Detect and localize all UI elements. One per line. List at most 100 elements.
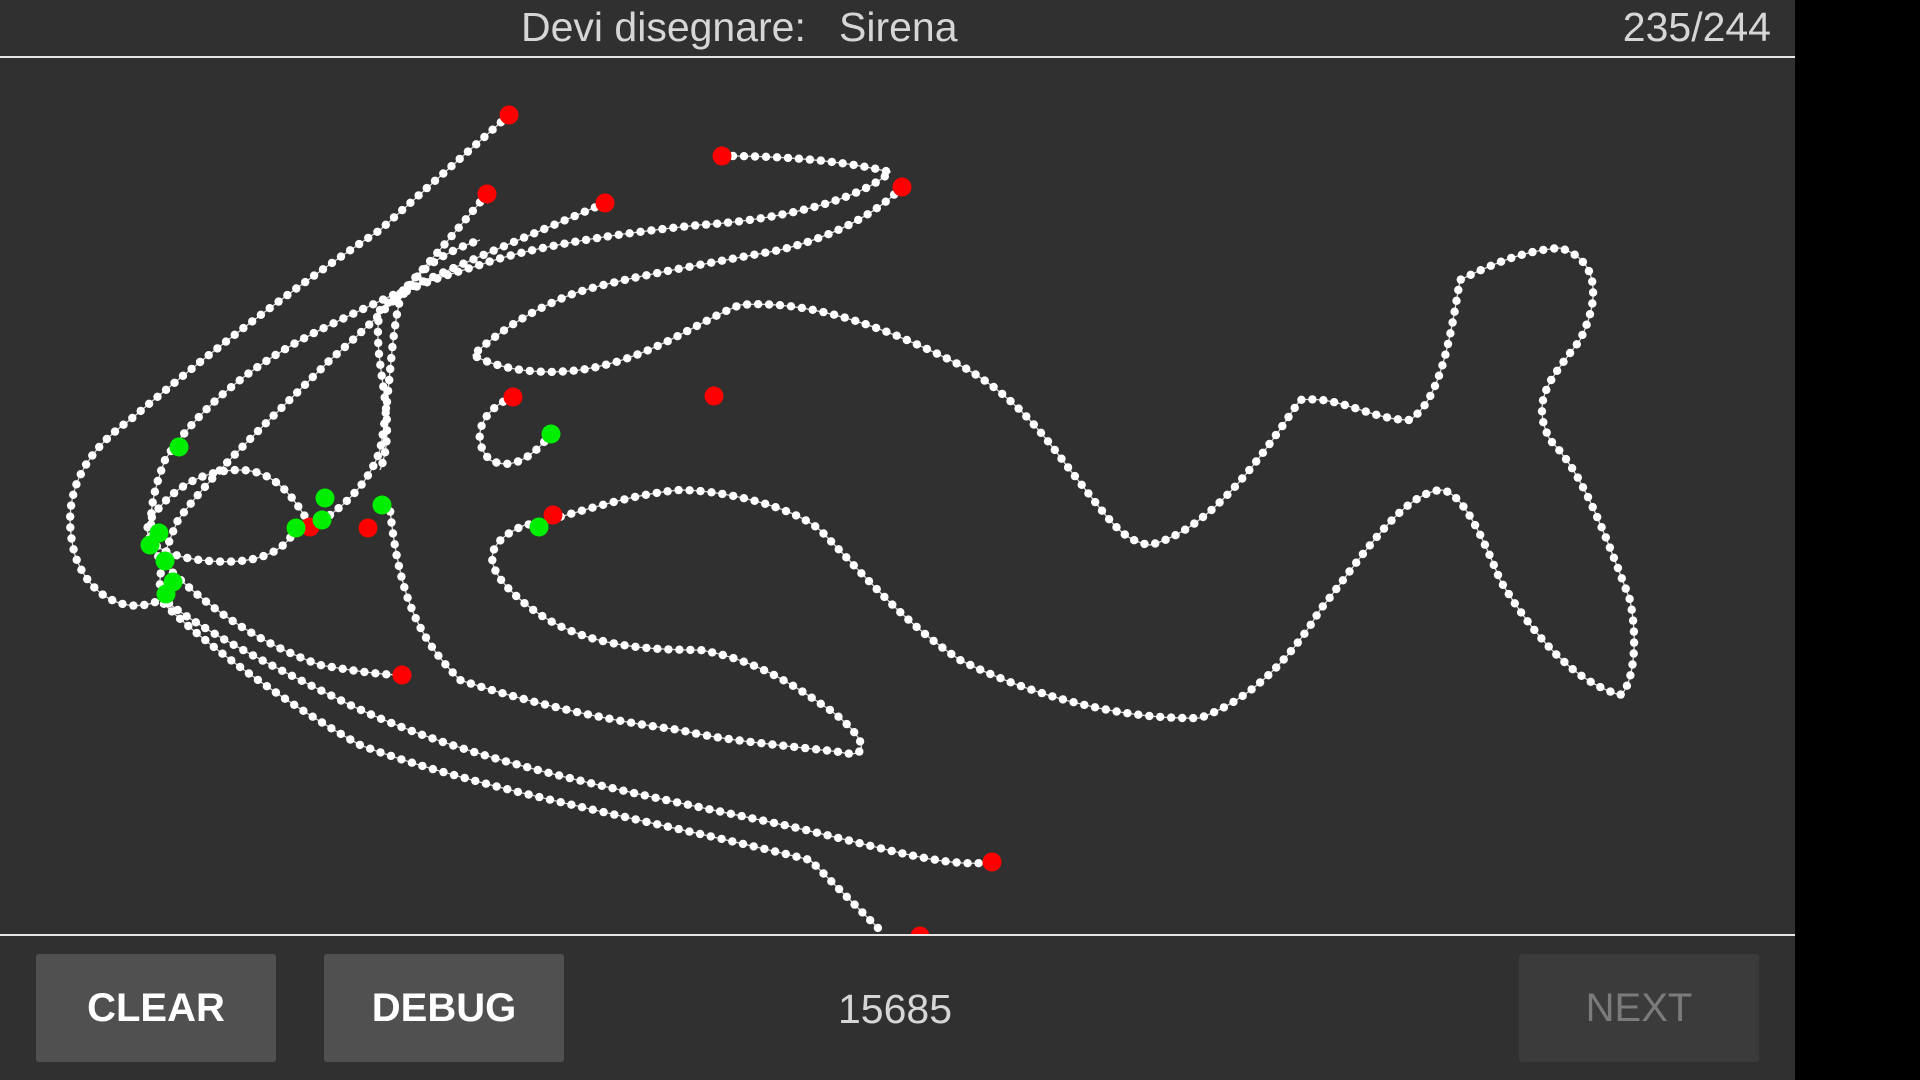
stroke-point [726, 809, 736, 818]
stroke-point [1352, 558, 1361, 567]
stroke-point [223, 458, 232, 467]
stroke-point [67, 534, 76, 543]
stroke-point [1338, 576, 1348, 585]
stroke-point [734, 217, 744, 226]
stroke-point [1485, 550, 1494, 559]
stroke-point [491, 566, 500, 575]
stroke-point [514, 365, 524, 374]
stroke-point [614, 230, 623, 239]
stroke-point [826, 537, 836, 546]
stroke-point [620, 641, 629, 650]
stroke-point [702, 316, 711, 325]
stroke-point [210, 397, 219, 406]
stroke-point [388, 342, 397, 352]
stroke-point [685, 827, 694, 836]
stroke-point [697, 646, 706, 655]
stroke-point [1537, 634, 1546, 643]
stroke-point [108, 595, 117, 605]
stroke-point [729, 653, 738, 663]
stroke-point [348, 335, 358, 344]
stroke-point [674, 264, 683, 273]
stroke-point [394, 299, 404, 308]
stroke-point [769, 818, 779, 828]
stroke-point [724, 734, 733, 744]
stroke-point [1561, 454, 1571, 464]
stroke-point [376, 748, 385, 757]
stroke-point [1510, 599, 1520, 608]
stroke-point [373, 227, 382, 236]
stroke-point [360, 667, 369, 677]
stroke-point [98, 590, 107, 599]
endpoint-marker [595, 193, 615, 213]
intersection-marker [156, 584, 176, 604]
debug-button[interactable]: DEBUG [324, 954, 564, 1062]
stroke-point [509, 237, 519, 247]
stroke-point [1616, 690, 1625, 699]
stroke-point [819, 869, 828, 878]
stroke-point [1550, 244, 1559, 253]
stroke-point [373, 451, 382, 461]
stroke-point [397, 722, 406, 732]
stroke-point [779, 676, 788, 685]
stroke-point [669, 223, 678, 232]
stroke-point [482, 412, 491, 421]
clear-button[interactable]: CLEAR [36, 954, 276, 1062]
stroke-point [512, 760, 521, 769]
stroke-point [538, 611, 547, 621]
stroke-point [1112, 523, 1121, 532]
stroke-point [81, 460, 91, 469]
stroke-point [692, 321, 702, 331]
stroke-point [838, 159, 847, 168]
stroke-point [464, 264, 473, 273]
stroke-point [1140, 539, 1149, 549]
stroke-point [469, 255, 478, 264]
stroke-point [472, 352, 482, 362]
stroke-point [475, 261, 484, 270]
stroke-point [664, 645, 673, 654]
stroke-point [1422, 489, 1431, 499]
stroke-point [229, 640, 238, 649]
stroke-point [1628, 660, 1637, 669]
stroke-point [178, 371, 188, 380]
drawing-canvas[interactable] [0, 58, 1795, 934]
stroke-point [803, 237, 812, 247]
stroke-point [454, 223, 463, 232]
stroke-point [808, 305, 817, 314]
stroke-point [996, 674, 1005, 683]
stroke-point [496, 575, 506, 585]
stroke-point [871, 323, 881, 333]
stroke-point [1372, 532, 1382, 542]
stroke-point [386, 364, 395, 374]
stroke-point [1069, 698, 1078, 707]
stroke-point [293, 388, 302, 397]
footer-divider [0, 934, 1795, 936]
stroke-point [357, 480, 366, 489]
stroke-point [417, 730, 427, 739]
stroke-point [1547, 375, 1556, 385]
stroke-point [759, 816, 768, 825]
stroke-point [256, 634, 265, 643]
stroke-point [863, 210, 872, 219]
stroke-point [459, 744, 468, 753]
stroke-point [173, 605, 182, 615]
stroke-point [201, 597, 211, 606]
stroke-point [567, 509, 576, 518]
stroke-point [631, 642, 640, 651]
stroke-point [482, 339, 491, 348]
stroke-point [1387, 516, 1396, 525]
stroke-point [438, 737, 448, 747]
stroke-point [881, 197, 890, 206]
stroke-point [695, 829, 705, 839]
stroke-point [919, 853, 929, 862]
drawing-svg [66, 105, 1639, 934]
stroke-point [580, 207, 589, 216]
stroke-point [1156, 712, 1165, 722]
stroke-point [1555, 446, 1564, 455]
stroke-point [1585, 310, 1595, 319]
stroke-point [1629, 638, 1639, 647]
stroke-point [456, 676, 465, 685]
stroke-point [375, 305, 385, 315]
stroke-point [350, 488, 359, 498]
stroke-point [842, 553, 851, 562]
next-button[interactable]: NEXT [1519, 954, 1759, 1062]
